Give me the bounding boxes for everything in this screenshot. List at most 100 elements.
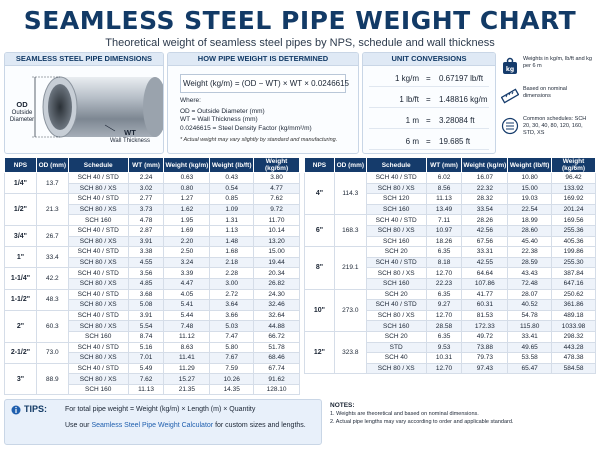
weight-formula: Weight (kg/m) = (OD − WT) × WT × 0.02466… [180,74,349,93]
nps-cell: 8" [304,246,335,290]
conversion-list: 1 kg/m = 0.67197 lb/ft 1 lb/ft = 1.48816 kg/m… [363,71,495,150]
table-cell: 11.13 [127,383,165,396]
table-cell: 81.53 [461,309,509,322]
table-cell: 7.11 [425,214,463,226]
table-cell: 6.02 [425,172,463,184]
table-cell: 8.18 [425,256,463,269]
od-cell: 21.3 [35,193,69,226]
legend-item-nominal: Based on nominal dimensions [499,85,596,112]
table-cell: 66.72 [253,330,300,343]
od-cell: 88.9 [35,362,69,396]
tips-line-1: For total pipe weight = Weight (kg/m) × … [65,406,256,413]
table-cell: 199.86 [551,246,596,258]
table-row: SCH 80 / XS 7.62 15.27 10.26 91.62 [5,373,300,385]
table-cell: 4.85 [127,277,165,290]
table-cell: 5.80 [209,341,255,354]
od-label: OD Outside Diameter [9,100,35,123]
table-cell: SCH 20 [365,246,427,258]
calculator-link[interactable]: Seamless Steel Pipe Weight Calculator [91,422,214,429]
nps-cell: 6" [304,214,335,248]
column-header: WT (mm) [127,157,165,173]
table-cell: 15.27 [163,373,211,385]
table-row: 1" 33.4 SCH 40 / STD 3.38 2.50 1.68 15.00 [4,246,300,269]
table-cell: 51.78 [253,341,300,354]
table-cell: SCH 40 / STD [67,224,129,237]
table-cell: 33.54 [461,203,509,216]
table-cell: 1.62 [163,203,211,216]
dimensions-heading: SEAMLESS STEEL PIPE DIMENSIONS [5,53,163,66]
table-cell: 28.59 [507,256,553,269]
tips-box: TIPS: For total pipe weight = Weight (kg… [4,399,322,445]
table-cell: 9.72 [253,203,300,216]
od-cell: 219.1 [333,246,367,290]
table-cell: SCH 160 [67,383,129,396]
table-row: SCH 80 / XS 12.70 81.53 54.78 489.18 [305,309,596,322]
table-cell: SCH 80 / XS [67,352,129,364]
table-cell: 10.97 [425,224,463,237]
table-cell: SCH 80 / XS [365,182,427,195]
note-1: 1. Weights are theoretical and based on … [330,411,479,417]
table-cell: SCH 80 / XS [67,182,129,195]
table-row: SCH 40 / STD 9.27 60.31 40.52 361.86 [305,299,596,311]
od-cell: 48.3 [35,288,69,311]
table-cell: 250.62 [551,288,596,301]
table-cell: 26.82 [253,277,300,290]
formula-box: HOW PIPE WEIGHT IS DETERMINED Weight (kg… [167,52,359,154]
column-header: Weight (kg/m) [163,157,211,173]
table-cell: 1.95 [163,214,211,226]
table-cell: 10.31 [425,352,463,364]
table-cell: SCH 80 / XS [365,267,427,279]
table-cell: 6.35 [425,330,463,343]
table-cell: 7.62 [253,193,300,205]
table-cell: 128.10 [253,383,300,396]
table-cell: 68.46 [253,352,300,364]
table-cell: 3.91 [127,309,165,322]
table-cell: 22.23 [425,277,463,290]
table-row: 10" 273.0 SCH 20 6.35 41.77 28.07 250.62 [304,288,596,332]
table-cell: 44.88 [253,320,300,332]
table-cell: 478.38 [551,352,596,364]
column-header: Weight (lb/ft) [507,157,553,173]
table-row: SCH 80 / XS 5.08 5.41 3.64 32.46 [5,299,300,311]
table-cell: 7.47 [209,330,255,343]
table-cell: 10.80 [507,172,553,184]
table-cell: 97.43 [461,362,509,375]
table-cell: 19.03 [507,193,553,205]
table-cell: 41.77 [461,288,509,301]
nps-cell: 3" [4,362,37,396]
table-cell: 2.28 [209,267,255,279]
column-header: WT (mm) [425,157,463,173]
table-row: SCH 160 11.13 21.35 14.35 128.10 [5,383,300,396]
table-cell: 91.62 [253,373,300,385]
table-cell: 28.58 [425,320,463,332]
table-row: SCH 80 / XS 4.85 4.47 3.00 26.82 [5,277,300,290]
table-cell: 0.85 [209,193,255,205]
table-cell: 5.49 [127,362,165,375]
table-row: 6" 168.3 SCH 40 / STD 7.11 28.26 18.99 169.56 [304,214,596,248]
tips-line-2: Use our Seamless Steel Pipe Weight Calcu… [65,422,306,429]
table-cell: SCH 160 [365,203,427,216]
table-cell: 40.52 [507,299,553,311]
page-title: SEAMLESS STEEL PIPE WEIGHT CHART [23,6,577,35]
table-cell: 107.86 [461,277,509,290]
table-cell: 405.36 [551,235,596,248]
table-cell: 8.74 [127,330,165,343]
table-row: 1/2" 21.3 SCH 40 / STD 2.77 1.27 0.85 7.62 [4,193,300,226]
table-cell: 8.63 [163,341,211,354]
table-cell: 2.72 [209,288,255,301]
table-cell: SCH 80 / XS [67,299,129,311]
table-cell: SCH 160 [67,330,129,343]
table-cell: 53.58 [507,352,553,364]
table-row: 3" 88.9 SCH 40 / STD 5.49 11.29 7.59 67.74 [4,362,300,396]
conversion-row: 1 kg/m = 0.67197 lb/ft [369,71,489,87]
table-cell: 79.73 [461,352,509,364]
pipe-illustration [32,76,163,138]
table-row: 1-1/4" 42.2 SCH 40 / STD 3.56 3.39 2.28 20.34 [4,267,300,290]
unit-conversions-box: UNIT CONVERSIONS 1 kg/m = 0.67197 lb/ft 1 l… [362,52,496,154]
table-cell: SCH 80 / XS [67,320,129,332]
table-cell: SCH 80 / XS [365,224,427,237]
table-cell: 2.50 [163,246,211,258]
od-cell: 168.3 [333,214,367,248]
table-cell: SCH 40 / STD [365,256,427,269]
